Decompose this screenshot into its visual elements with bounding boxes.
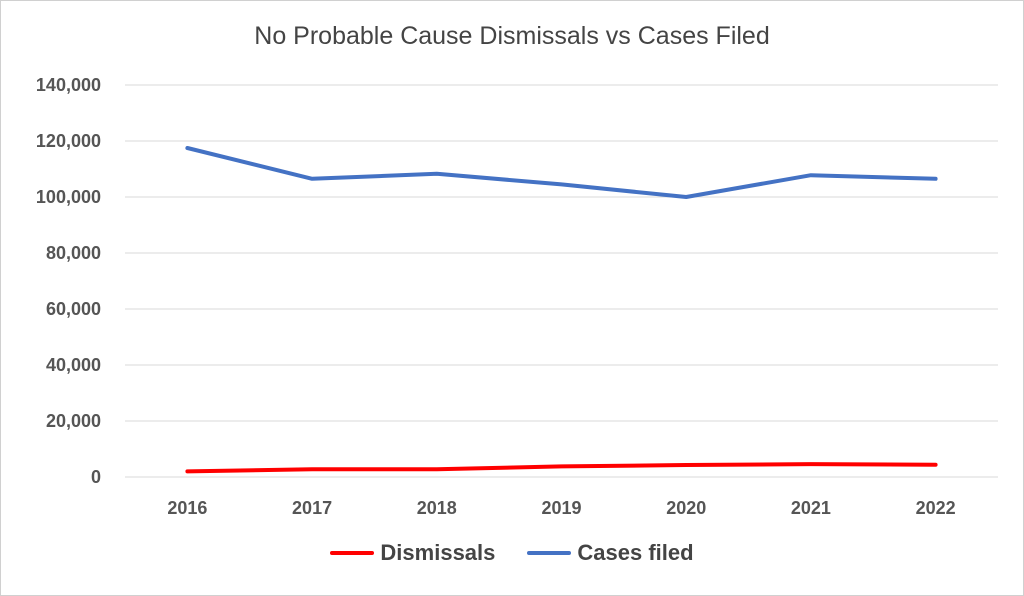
legend-item-cases-filed: Cases filed [527, 540, 694, 566]
y-tick-label: 120,000 [36, 131, 101, 151]
legend-label-dismissals: Dismissals [380, 540, 496, 565]
y-tick-label: 100,000 [36, 187, 101, 207]
y-tick-label: 80,000 [46, 243, 101, 263]
series-lines [185, 146, 938, 474]
y-tick-label: 20,000 [46, 411, 101, 431]
x-tick-label: 2021 [791, 498, 831, 518]
legend: Dismissals Cases filed [0, 540, 1024, 566]
x-axis-ticks: 2016 2017 2018 2019 2020 2021 2022 [167, 498, 955, 518]
legend-label-cases-filed: Cases filed [577, 540, 694, 565]
series-line-cases-filed [185, 146, 938, 199]
x-tick-label: 2019 [541, 498, 581, 518]
y-tick-label: 0 [91, 467, 101, 487]
y-tick-label: 140,000 [36, 75, 101, 95]
legend-swatch-cases-filed [527, 551, 572, 555]
gridlines [125, 84, 998, 478]
chart-title: No Probable Cause Dismissals vs Cases Fi… [254, 22, 770, 50]
x-tick-label: 2018 [417, 498, 457, 518]
y-axis-ticks: 0 20,000 40,000 60,000 80,000 100,000 120,000 1… [36, 75, 101, 487]
x-tick-label: 2022 [916, 498, 956, 518]
x-tick-label: 2017 [292, 498, 332, 518]
series-line-dismissals [185, 462, 938, 474]
x-tick-label: 2020 [666, 498, 706, 518]
legend-item-dismissals: Dismissals [330, 540, 495, 566]
y-tick-label: 40,000 [46, 355, 101, 375]
legend-swatch-dismissals [330, 551, 375, 555]
x-tick-label: 2016 [167, 498, 207, 518]
y-tick-label: 60,000 [46, 299, 101, 319]
